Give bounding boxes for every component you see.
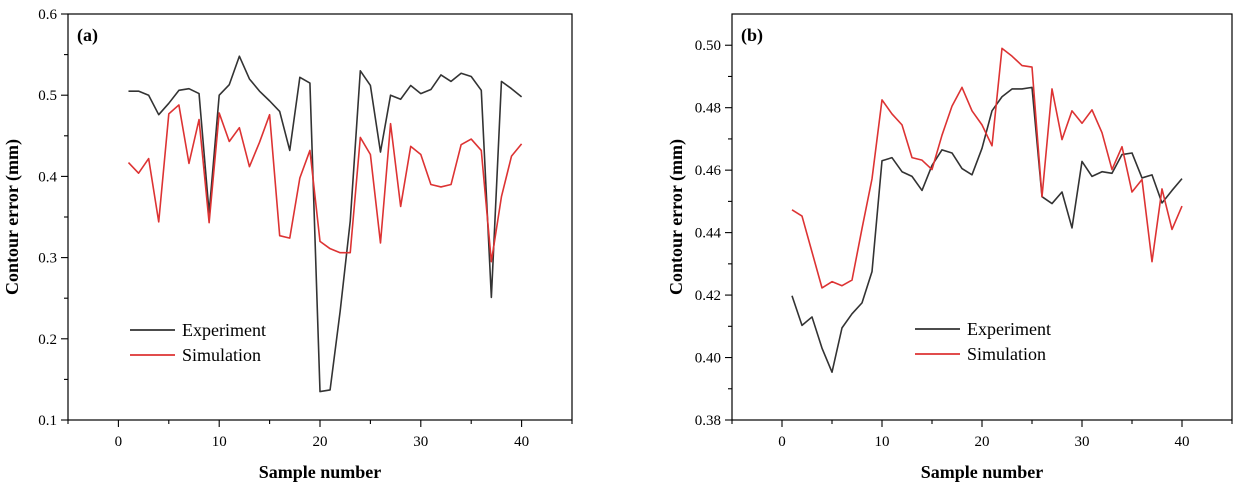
y-tick-label: 0.4 [38,169,57,185]
series-line-experiment [128,55,523,393]
y-tick-label: 0.3 [38,251,57,267]
panel-label: (b) [741,25,763,46]
legend-label-experiment: Experiment [967,319,1051,339]
x-tick-label: 0 [778,434,786,450]
x-axis-title: Sample number [259,462,382,482]
panel-b-chart: 0 10 20 30 40 0.38 0.40 0.42 0.44 0.46 0.48 0.50 Sam… [666,13,1233,482]
y-tick-label: 0.40 [695,351,721,367]
series-line-simulation [791,47,1183,289]
series-line-simulation [127,104,523,263]
x-tick-label: 20 [313,434,328,450]
y-tick-label: 0.44 [695,226,722,242]
x-tick-label: 20 [975,434,990,450]
y-tick-label: 0.38 [695,413,721,429]
x-tick-label: 40 [1175,434,1190,450]
x-tick-label: 0 [115,434,123,450]
y-tick-label: 0.6 [38,7,57,23]
y-tick-label: 0.46 [695,163,722,179]
x-tick-label: 40 [514,434,529,450]
series-line-experiment [791,86,1183,374]
plot-frame [67,13,573,421]
panel-a-chart: 0 10 20 30 40 0.1 0.2 0.3 0.4 0.5 0.6 Sample number… [2,7,573,482]
legend-label-experiment: Experiment [182,320,266,340]
y-tick-label: 0.5 [38,88,57,104]
panel-label: (a) [77,25,98,46]
x-tick-label: 10 [212,434,227,450]
y-tick-label: 0.42 [695,288,721,304]
y-tick-label: 0.48 [695,101,721,117]
x-tick-label: 10 [875,434,890,450]
y-tick-label: 0.2 [38,332,57,348]
y-tick-label: 0.50 [695,38,721,54]
x-axis-title: Sample number [921,462,1044,482]
y-axis-title: Contour error (mm) [666,139,687,295]
y-axis-title: Contour error (mm) [2,139,23,295]
x-tick-label: 30 [413,434,428,450]
y-tick-label: 0.1 [38,413,57,429]
legend-label-simulation: Simulation [182,345,261,365]
legend-label-simulation: Simulation [967,344,1046,364]
x-tick-label: 30 [1075,434,1090,450]
